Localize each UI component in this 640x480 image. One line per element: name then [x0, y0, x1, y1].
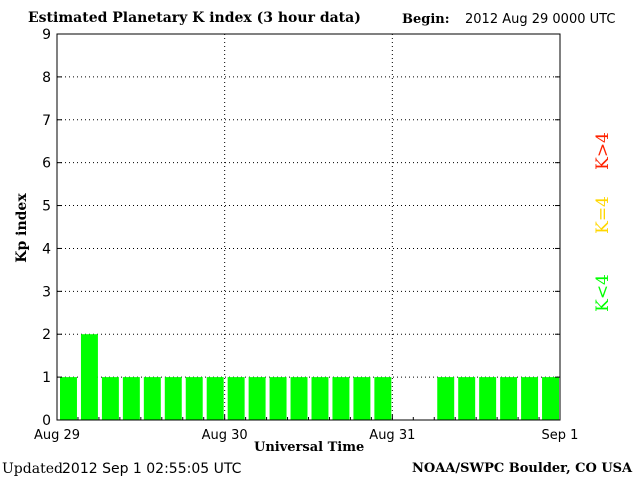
legend-above-4: K>4: [593, 132, 613, 170]
credit-text: NOAA/SWPC Boulder, CO USA: [412, 461, 633, 476]
y-tick-label: 8: [42, 70, 51, 86]
updated-label: Updated: [2, 461, 63, 477]
kp-bar: [248, 377, 266, 420]
kp-bar: [542, 377, 559, 420]
x-tick-label: Aug 30: [202, 428, 248, 443]
x-tick-label: Sep 1: [542, 428, 579, 443]
kp-bar: [164, 377, 182, 420]
kp-bar: [521, 377, 539, 420]
kp-bar: [437, 377, 455, 420]
kp-bar: [500, 377, 518, 420]
kp-bar: [269, 377, 287, 420]
y-tick-label: 2: [42, 327, 51, 343]
kp-bar: [290, 377, 308, 420]
kp-bar: [374, 377, 392, 420]
x-tick-label: Aug 29: [34, 428, 80, 443]
kp-bar: [101, 377, 119, 420]
kp-bar: [206, 377, 224, 420]
y-tick-label: 1: [42, 370, 51, 386]
y-tick-label: 4: [42, 241, 51, 257]
kp-bar: [458, 377, 476, 420]
begin-value: 2012 Aug 29 0000 UTC: [465, 12, 616, 27]
y-tick-label: 7: [42, 113, 51, 129]
legend-below-4: K<4: [593, 274, 613, 312]
y-axis-label: Kp index: [14, 193, 30, 263]
y-axis: 0 1 2 3 4 5 6 7 8 9: [42, 27, 560, 429]
kp-bar: [80, 334, 98, 420]
bar-series: [60, 334, 559, 420]
x-axis: Aug 29 Aug 30 Aug 31 Sep 1: [34, 415, 578, 443]
y-tick-label: 5: [42, 199, 51, 215]
plot-frame: [56, 33, 561, 421]
legend-equal-4: K=4: [593, 196, 613, 234]
kp-bar: [143, 377, 161, 420]
y-tick-label: 0: [42, 413, 51, 429]
chart-title: Estimated Planetary K index (3 hour data…: [28, 10, 361, 26]
kp-bar: [353, 377, 371, 420]
grid-lines: [57, 34, 560, 420]
kp-bar: [332, 377, 350, 420]
kp-bar: [311, 377, 329, 420]
y-tick-label: 9: [42, 27, 51, 43]
y-tick-label: 6: [42, 156, 51, 172]
y-tick-label: 3: [42, 284, 51, 300]
begin-label: Begin:: [402, 12, 450, 27]
x-axis-label: Universal Time: [254, 440, 365, 455]
kp-bar: [122, 377, 140, 420]
updated-value: 2012 Sep 1 02:55:05 UTC: [62, 461, 242, 477]
kp-bar: [227, 377, 245, 420]
kp-bar: [60, 377, 77, 420]
kp-bar: [185, 377, 203, 420]
kp-bar: [479, 377, 497, 420]
x-tick-label: Aug 31: [369, 428, 415, 443]
